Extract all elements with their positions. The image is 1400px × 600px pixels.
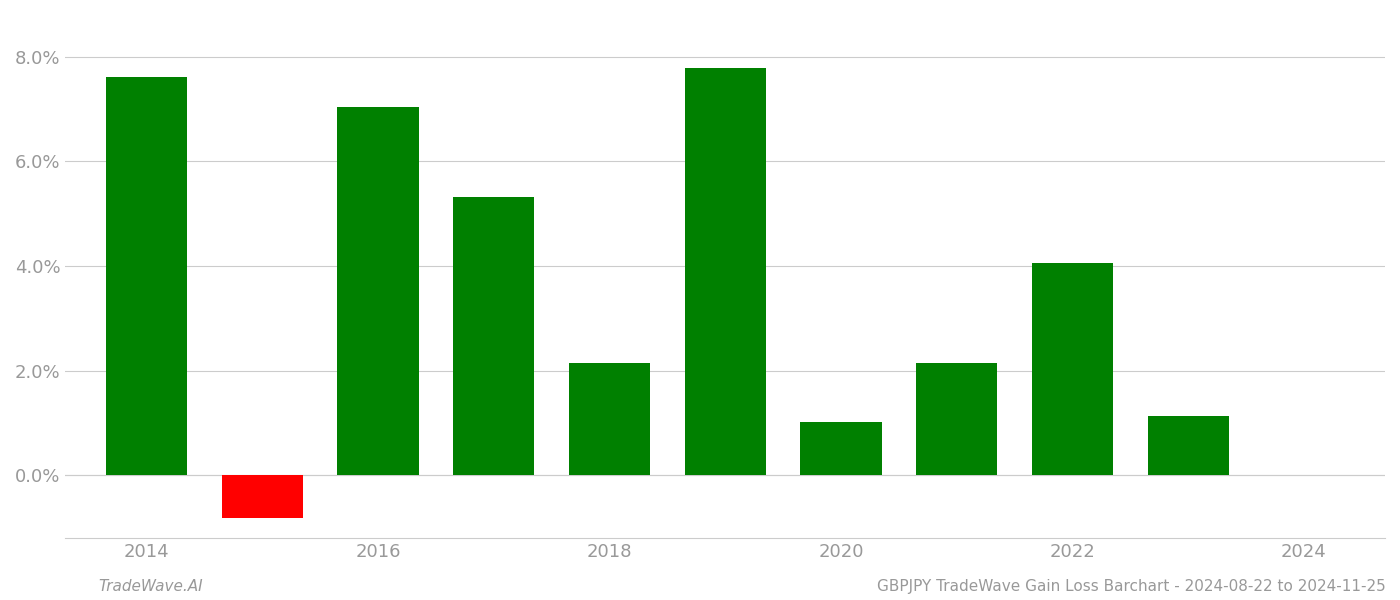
Bar (1032, 263, 1113, 475)
Bar (916, 363, 997, 475)
Bar (337, 107, 419, 475)
Bar (106, 77, 188, 475)
Bar (685, 68, 766, 475)
Bar (801, 422, 882, 475)
Bar (221, 475, 302, 518)
Bar (568, 363, 650, 475)
Bar (454, 197, 535, 475)
Text: GBPJPY TradeWave Gain Loss Barchart - 2024-08-22 to 2024-11-25: GBPJPY TradeWave Gain Loss Barchart - 20… (878, 579, 1386, 594)
Bar (1148, 416, 1229, 475)
Text: TradeWave.AI: TradeWave.AI (98, 579, 203, 594)
